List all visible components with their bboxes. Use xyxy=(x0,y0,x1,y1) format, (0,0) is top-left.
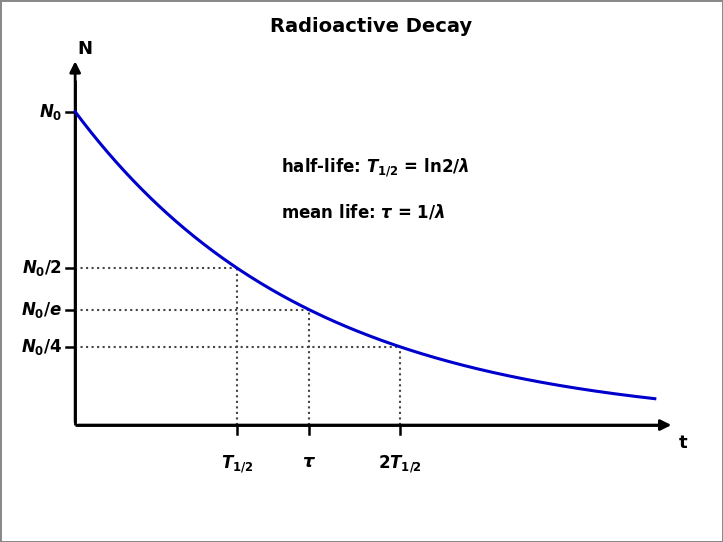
Text: $N_0/e$: $N_0/e$ xyxy=(21,300,62,320)
Text: mean life: $\tau$ = 1/$\lambda$: mean life: $\tau$ = 1/$\lambda$ xyxy=(281,203,445,222)
Text: $N_0/4$: $N_0/4$ xyxy=(21,337,62,357)
Title: Radioactive Decay: Radioactive Decay xyxy=(270,17,473,36)
Text: $2T_{1/2}$: $2T_{1/2}$ xyxy=(378,453,422,475)
Text: half-life: $T_{1/2}$ = ln2/$\lambda$: half-life: $T_{1/2}$ = ln2/$\lambda$ xyxy=(281,157,470,179)
Text: t: t xyxy=(679,435,688,453)
Text: $N_0$: $N_0$ xyxy=(39,102,62,122)
Text: $N_0/2$: $N_0/2$ xyxy=(22,259,62,279)
Text: $T_{1/2}$: $T_{1/2}$ xyxy=(221,453,254,475)
Text: $\tau$: $\tau$ xyxy=(302,453,317,471)
Text: N: N xyxy=(78,41,93,59)
